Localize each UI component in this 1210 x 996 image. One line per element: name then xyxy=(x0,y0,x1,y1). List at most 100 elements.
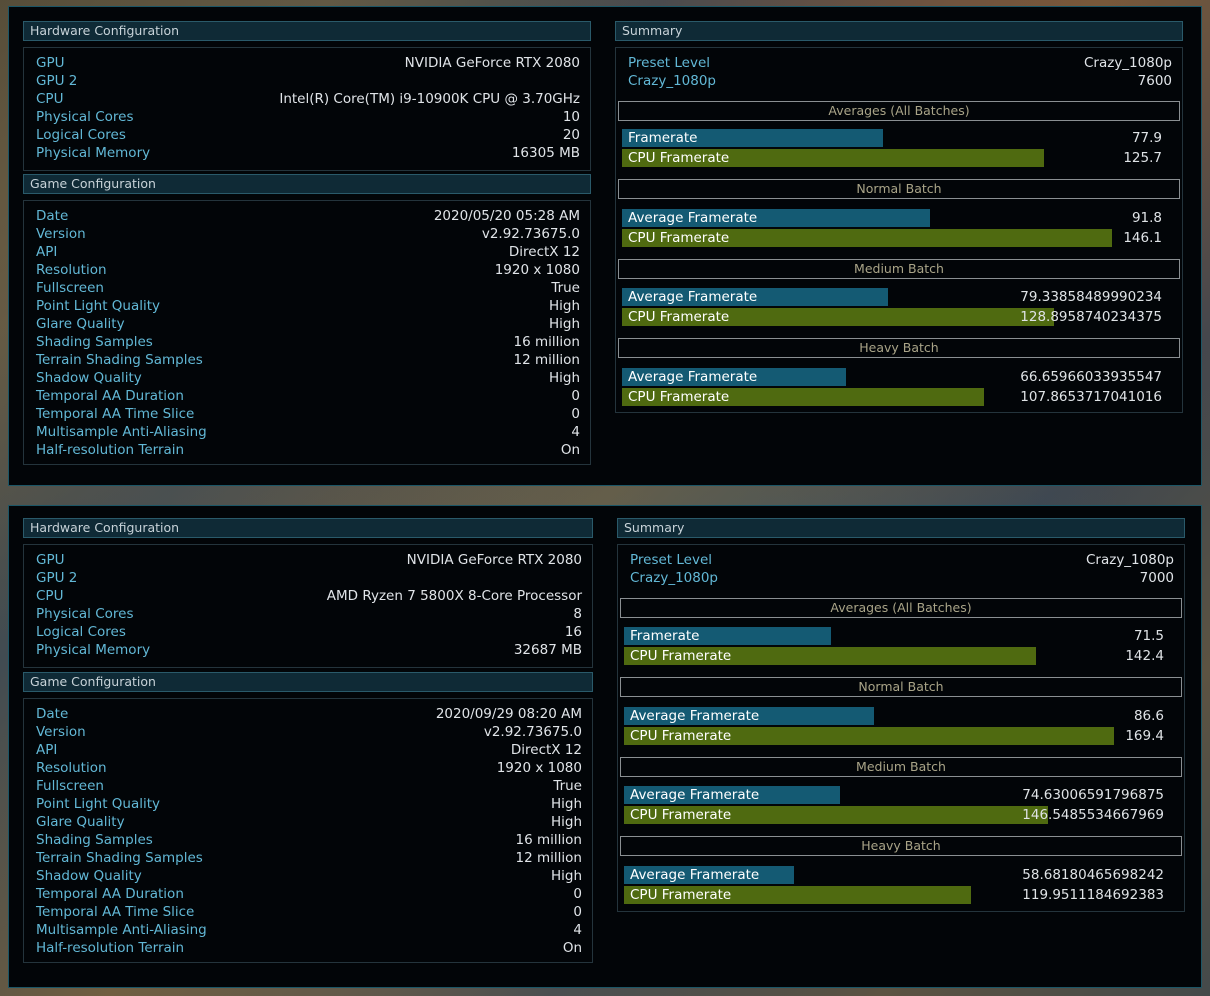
game-key: Date xyxy=(36,208,69,224)
game-key: Point Light Quality xyxy=(36,796,161,812)
hw-row-physical-cores: Physical Cores 10 xyxy=(24,108,590,126)
game-value: High xyxy=(548,298,580,314)
bar-label: Framerate xyxy=(630,628,700,644)
game-key: Temporal AA Duration xyxy=(36,388,184,404)
game-row: Multisample Anti-Aliasing 4 xyxy=(24,423,590,441)
game-key: Fullscreen xyxy=(36,778,104,794)
game-value: High xyxy=(550,796,582,812)
bar-row-framerate: Average Framerate 58.68180465698242 xyxy=(624,866,1176,884)
bar-row-cpu-framerate: CPU Framerate 125.7 xyxy=(622,149,1174,167)
game-key: Temporal AA Time Slice xyxy=(36,406,195,422)
cpu-framerate-bar xyxy=(624,886,971,904)
game-key: Shading Samples xyxy=(36,334,153,350)
bar-label: Average Framerate xyxy=(630,708,760,724)
game-key: Temporal AA Duration xyxy=(36,886,184,902)
hardware-config-header: Hardware Configuration xyxy=(23,21,591,41)
bar-row-cpu-framerate: CPU Framerate 146.1 xyxy=(622,229,1174,247)
game-row: Date 2020/05/20 05:28 AM xyxy=(24,207,590,225)
framerate-bar xyxy=(624,627,831,645)
batch-header-heavy: Heavy Batch xyxy=(618,338,1180,358)
game-value: High xyxy=(548,316,580,332)
bar-value: 125.7 xyxy=(1123,150,1162,166)
game-row: Shading Samples 16 million xyxy=(24,333,590,351)
game-value: High xyxy=(548,370,580,386)
bar-value: 58.68180465698242 xyxy=(1022,867,1164,883)
game-config-box: Date 2020/05/20 05:28 AM Version v2.92.736… xyxy=(23,200,591,465)
summary-value: 7600 xyxy=(1137,73,1172,89)
hw-key: Logical Cores xyxy=(36,624,126,640)
game-value: 4 xyxy=(573,922,582,938)
game-row: Version v2.92.73675.0 xyxy=(24,723,592,741)
game-key: Temporal AA Time Slice xyxy=(36,904,195,920)
bar-label: CPU Framerate xyxy=(628,150,730,166)
game-value: 2020/09/29 08:20 AM xyxy=(435,706,582,722)
cpu-framerate-bar xyxy=(622,149,1044,167)
framerate-bar xyxy=(622,288,888,306)
bar-label: CPU Framerate xyxy=(630,887,732,903)
hw-value: AMD Ryzen 7 5800X 8-Core Processor xyxy=(326,588,582,604)
bar-value: 79.33858489990234 xyxy=(1020,289,1162,305)
game-value: 4 xyxy=(571,424,580,440)
framerate-bar xyxy=(624,786,840,804)
game-value: 2020/05/20 05:28 AM xyxy=(433,208,580,224)
game-row: Resolution 1920 x 1080 xyxy=(24,759,592,777)
game-row: Multisample Anti-Aliasing 4 xyxy=(24,921,592,939)
summary-box: Preset Level Crazy_1080p Crazy_1080p 7600 … xyxy=(615,47,1183,413)
bar-label: Average Framerate xyxy=(628,369,758,385)
bar-row-cpu-framerate: CPU Framerate 142.4 xyxy=(624,647,1176,665)
framerate-bar xyxy=(624,866,794,884)
bar-row-framerate: Average Framerate 91.8 xyxy=(622,209,1174,227)
game-row: Fullscreen True xyxy=(24,279,590,297)
hw-row-cpu: CPU AMD Ryzen 7 5800X 8-Core Processor xyxy=(24,587,592,605)
hw-key: CPU xyxy=(36,588,64,604)
cpu-framerate-bar xyxy=(624,647,1036,665)
game-key: Date xyxy=(36,706,69,722)
bar-label: CPU Framerate xyxy=(630,728,732,744)
bar-row-cpu-framerate: CPU Framerate 128.8958740234375 xyxy=(622,308,1174,326)
bar-label: Average Framerate xyxy=(628,210,758,226)
game-value: 0 xyxy=(573,904,582,920)
game-key: Terrain Shading Samples xyxy=(36,850,203,866)
game-value: 16 million xyxy=(513,334,580,350)
bar-row-cpu-framerate: CPU Framerate 169.4 xyxy=(624,727,1176,745)
framerate-bar xyxy=(622,129,883,147)
game-config-header: Game Configuration xyxy=(23,174,591,194)
summary-value: 7000 xyxy=(1139,570,1174,586)
hw-key: Physical Cores xyxy=(36,109,134,125)
hardware-config-box: GPU NVIDIA GeForce RTX 2080 GPU 2 CPU Inte… xyxy=(23,47,591,171)
bar-row-framerate: Average Framerate 79.33858489990234 xyxy=(622,288,1174,306)
hw-row-physical-memory: Physical Memory 32687 MB xyxy=(24,641,592,659)
hw-key: GPU 2 xyxy=(36,73,78,89)
hw-value: 8 xyxy=(573,606,582,622)
game-key: Terrain Shading Samples xyxy=(36,352,203,368)
hw-value: 16 xyxy=(564,624,582,640)
game-row: Shadow Quality High xyxy=(24,867,592,885)
hw-value: NVIDIA GeForce RTX 2080 xyxy=(406,552,582,568)
bar-value: 74.63006591796875 xyxy=(1022,787,1164,803)
game-value: High xyxy=(550,868,582,884)
game-key: Shadow Quality xyxy=(36,370,142,386)
bar-value: 77.9 xyxy=(1131,130,1162,146)
game-row: Terrain Shading Samples 12 million xyxy=(24,351,590,369)
batch-header-medium: Medium Batch xyxy=(618,259,1180,279)
summary-row-score: Crazy_1080p 7600 xyxy=(616,72,1182,90)
cpu-framerate-bar xyxy=(622,229,1112,247)
game-value: v2.92.73675.0 xyxy=(481,226,580,242)
game-key: API xyxy=(36,742,58,758)
game-row: Temporal AA Time Slice 0 xyxy=(24,405,590,423)
game-key: Half-resolution Terrain xyxy=(36,940,185,956)
hw-value: 16305 MB xyxy=(511,145,580,161)
game-row: Date 2020/09/29 08:20 AM xyxy=(24,705,592,723)
game-config-header: Game Configuration xyxy=(23,672,593,692)
game-value: 16 million xyxy=(515,832,582,848)
hw-key: Physical Cores xyxy=(36,606,134,622)
game-value: True xyxy=(551,280,580,296)
hw-key: CPU xyxy=(36,91,64,107)
game-value: DirectX 12 xyxy=(510,742,582,758)
game-value: 0 xyxy=(571,406,580,422)
bar-row-framerate: Framerate 77.9 xyxy=(622,129,1174,147)
game-row: Temporal AA Time Slice 0 xyxy=(24,903,592,921)
game-key: API xyxy=(36,244,58,260)
game-key: Shading Samples xyxy=(36,832,153,848)
bar-value: 119.9511184692383 xyxy=(1022,887,1164,903)
